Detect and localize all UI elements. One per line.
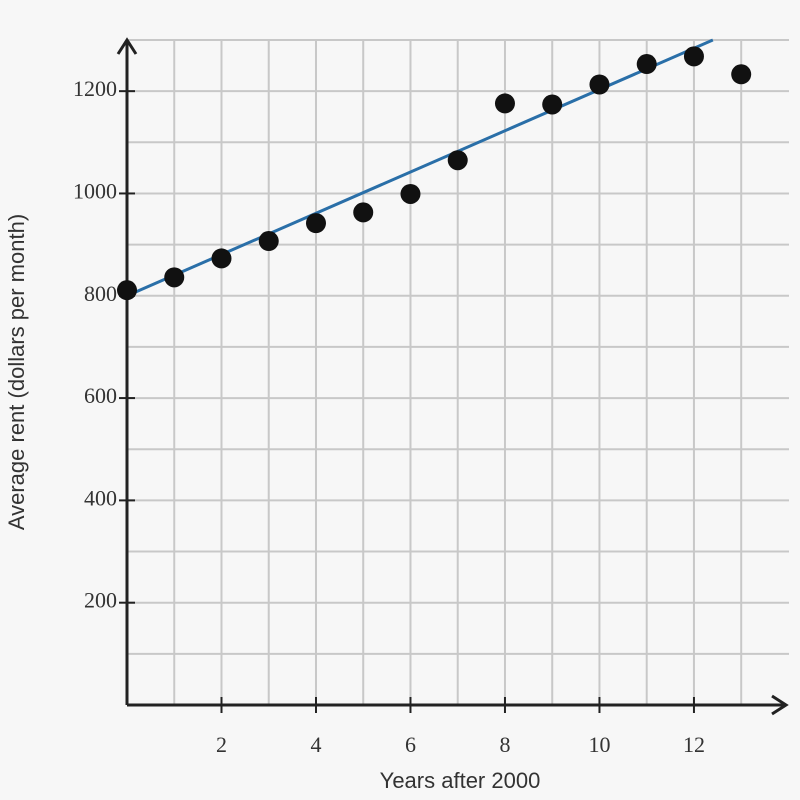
y-axis-arrow: [116, 37, 138, 55]
x-tick-label: 8: [499, 732, 510, 757]
point: [589, 74, 610, 95]
x-tick-label: 12: [683, 732, 705, 757]
point: [494, 93, 515, 114]
point: [164, 267, 185, 288]
x-tick-label: 2: [216, 732, 227, 757]
x-axis-label: Years after 2000: [380, 768, 541, 793]
x-tick-label: 4: [310, 732, 321, 757]
y-tick-label: 1000: [73, 179, 117, 204]
y-tick-label: 1200: [73, 76, 117, 101]
point: [683, 46, 704, 67]
point: [211, 248, 232, 269]
x-tick-label: 10: [588, 732, 610, 757]
y-tick-label: 400: [84, 485, 117, 510]
x-tick-label: 6: [405, 732, 416, 757]
point: [353, 202, 374, 223]
x-axis-arrow: [771, 694, 789, 716]
y-tick-label: 800: [84, 281, 117, 306]
point: [400, 183, 421, 204]
point: [542, 94, 563, 115]
point: [258, 231, 279, 252]
point: [636, 54, 657, 75]
y-tick-label: 600: [84, 383, 117, 408]
point: [447, 150, 468, 171]
y-tick-label: 200: [84, 588, 117, 613]
point: [305, 213, 326, 234]
point: [117, 280, 137, 301]
y-axis-label: Average rent (dollars per month): [4, 214, 29, 530]
point: [731, 64, 752, 85]
